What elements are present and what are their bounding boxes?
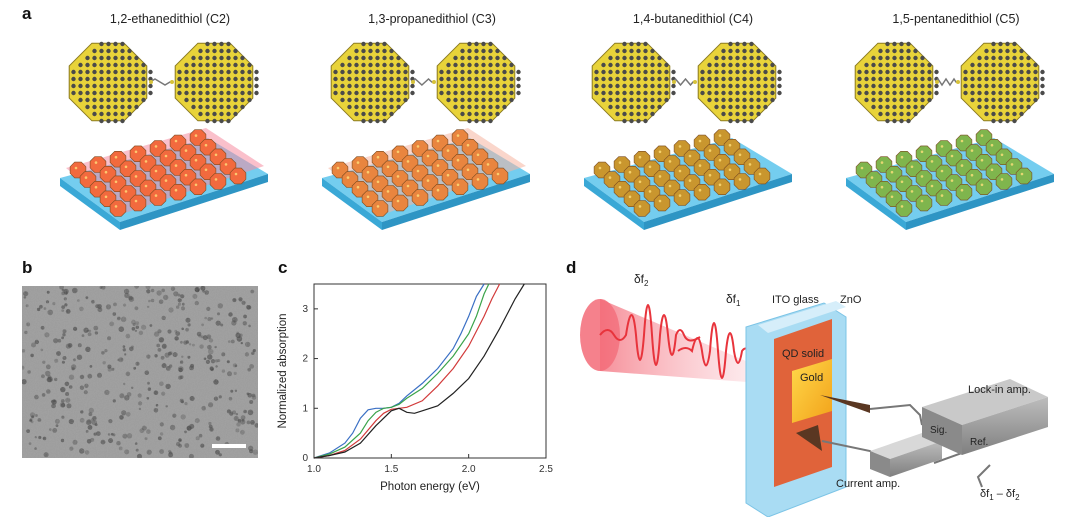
zno-label: ZnO [840, 294, 862, 306]
title-c4: 1,4-butanedithiol (C4) [632, 12, 754, 26]
probe-tip-gold [820, 395, 870, 413]
ref-label: Ref. [970, 437, 988, 448]
title-c3: 1,3-propanedithiol (C3) [368, 12, 496, 26]
qd-film-c4 [584, 129, 792, 230]
current-amp-box [870, 433, 942, 477]
x-tick-label: 2.0 [462, 464, 476, 475]
lockin-label: Lock-in amp. [968, 384, 1031, 396]
x-axis-label: Photon energy (eV) [380, 481, 480, 493]
x-tick-label: 1.5 [384, 464, 398, 475]
qd-solid-label: QD solid [782, 348, 824, 360]
series-line-0 [313, 283, 485, 459]
qd-pair-c5 [854, 41, 1045, 124]
plot-frame [313, 283, 547, 459]
panel-c-letter: c [278, 258, 288, 277]
current-amp-label: Current amp. [836, 478, 900, 490]
probe-tip-qd [796, 425, 822, 451]
y-tick-label: 1 [302, 403, 308, 414]
absorption-chart: 1.0 1.5 2.0 2.5 0 1 2 3 Photon energy (eV) Normal… [277, 283, 553, 493]
y-tick-label: 2 [302, 354, 308, 365]
series-line-2 [313, 283, 501, 459]
df1-label: δf1 [726, 292, 741, 308]
tem-image [22, 286, 258, 458]
series-line-3 [313, 283, 525, 459]
y-tick-label: 3 [302, 304, 308, 315]
series-line-1 [313, 283, 490, 459]
gold-electrode [792, 359, 832, 423]
gold-label: Gold [800, 372, 823, 384]
x-tick-label: 1.0 [307, 464, 321, 475]
qd-film-c3 [322, 128, 530, 230]
qd-film-c5 [846, 129, 1054, 230]
qd-pair-c2 [68, 41, 259, 124]
panel-d-letter: d [566, 258, 577, 277]
wave-packet-df2 [599, 304, 701, 366]
qd-pair-c4 [591, 41, 782, 124]
wave-packet-df1 [677, 322, 755, 379]
lockin-amp-box [922, 379, 1048, 455]
panel-a-letter: a [22, 4, 32, 23]
qd-film-c2 [60, 128, 268, 230]
pump-probe-diagram: δf2 δf1 ITO glass ZnO QD solid Gold Curr… [580, 272, 1048, 517]
qd-pair-c3 [330, 41, 521, 124]
sig-label: Sig. [930, 425, 947, 436]
title-c2: 1,2-ethanedithiol (C2) [109, 12, 231, 26]
y-tick-label: 0 [302, 453, 308, 464]
frequency-difference-label: δf1 – δf2 [980, 488, 1020, 502]
title-c5: 1,5-pentanedithiol (C5) [892, 12, 1020, 26]
scale-bar [212, 444, 246, 448]
x-tick-label: 2.5 [539, 464, 553, 475]
panel-b-letter: b [22, 258, 33, 277]
ito-glass-label: ITO glass [772, 294, 819, 306]
y-axis-label: Normalized absorption [277, 313, 289, 428]
df2-label: δf2 [634, 272, 649, 288]
